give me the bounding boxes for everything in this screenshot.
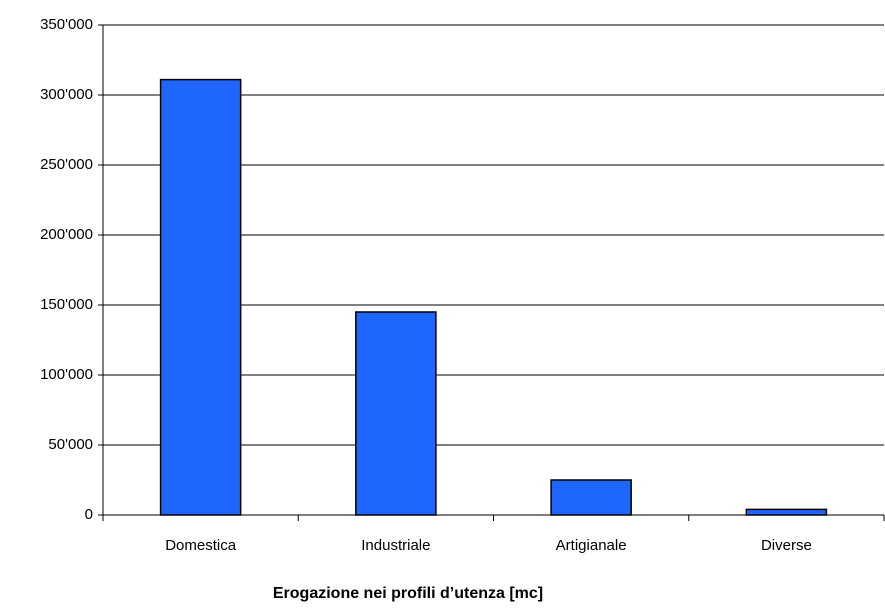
chart-title: Erogazione nei profili d’utenza [mc] bbox=[273, 585, 543, 602]
bar bbox=[745, 508, 828, 516]
x-tick-label: Domestica bbox=[165, 537, 237, 554]
x-tick-label: Industriale bbox=[361, 537, 430, 554]
x-tick-label: Artigianale bbox=[556, 537, 627, 554]
bar bbox=[355, 311, 437, 516]
y-tick-label: 350'000 bbox=[40, 16, 93, 33]
y-tick-label: 200'000 bbox=[40, 226, 93, 243]
y-tick-label: 300'000 bbox=[40, 86, 93, 103]
bar bbox=[159, 78, 242, 516]
y-tick-label: 50'000 bbox=[48, 436, 93, 453]
x-tick-label: Diverse bbox=[761, 537, 812, 554]
bar bbox=[550, 479, 632, 516]
y-tick-label: 100'000 bbox=[40, 366, 93, 383]
y-tick-label: 0 bbox=[85, 506, 93, 523]
y-tick-label: 250'000 bbox=[40, 156, 93, 173]
y-tick-label: 150'000 bbox=[40, 296, 93, 313]
